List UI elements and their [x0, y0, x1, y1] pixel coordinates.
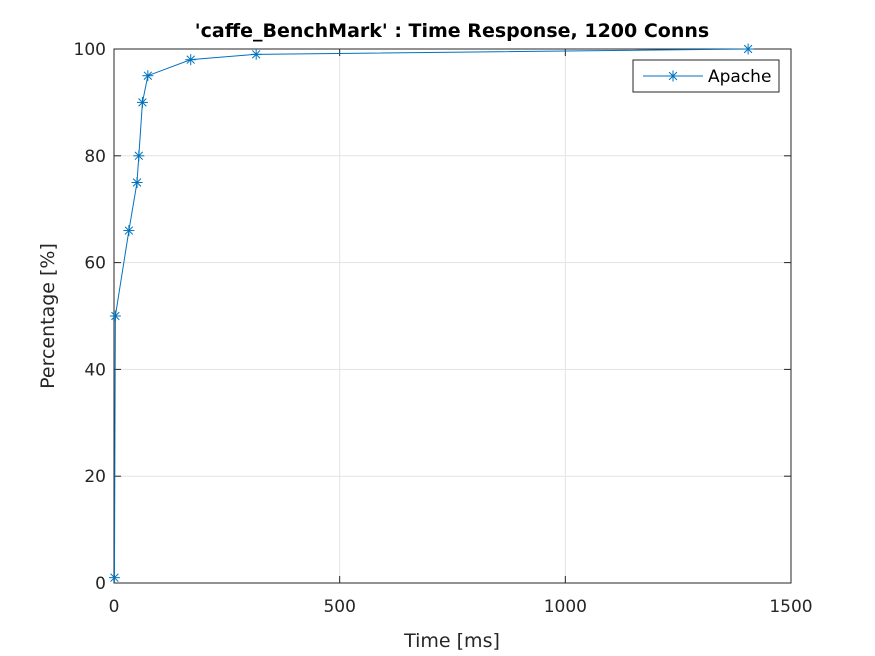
chart-title: 'caffe_BenchMark' : Time Response, 1200 …: [195, 20, 709, 42]
axis-ticks: 0 500 1000 1500 0 20 40 60 80 100: [74, 40, 813, 617]
data-point-marker: [136, 96, 148, 108]
x-axis-label: Time [ms]: [403, 630, 500, 652]
data-point-marker: [142, 70, 154, 82]
y-tick-label: 60: [84, 254, 106, 274]
legend-asterisk: [667, 70, 679, 82]
data-point-marker: [108, 572, 120, 584]
y-tick-label: 20: [84, 467, 106, 487]
legend: Apache: [632, 59, 780, 93]
data-point-marker: [123, 225, 135, 237]
data-point-marker: [742, 43, 754, 55]
series-layer: [108, 43, 754, 584]
series-line-apache: [113, 48, 749, 578]
x-tick-label: 1000: [544, 597, 587, 617]
data-point-marker: [131, 177, 143, 188]
data-point-marker: [109, 310, 121, 322]
y-tick-label: 40: [84, 360, 106, 380]
y-tick-label: 0: [95, 574, 106, 594]
x-tick-label: 1500: [769, 597, 812, 617]
grid: [114, 49, 791, 583]
data-point-marker: [250, 48, 262, 60]
legend-marker-asterisk: [667, 70, 679, 82]
x-tick-label: 0: [109, 597, 120, 617]
y-axis-label: Percentage [%]: [37, 243, 59, 389]
y-tick-label: 100: [74, 40, 106, 60]
data-point-marker: [185, 54, 197, 66]
x-tick-label: 500: [323, 597, 355, 617]
legend-label-apache: Apache: [708, 67, 771, 87]
data-point-marker: [133, 150, 145, 162]
y-tick-label: 80: [84, 147, 106, 167]
